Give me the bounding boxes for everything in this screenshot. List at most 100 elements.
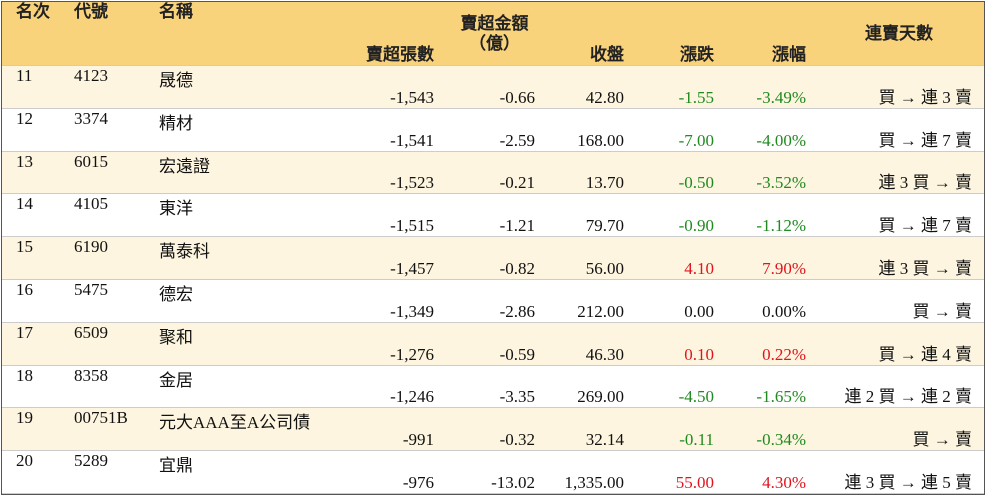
cell-text: 5289	[74, 451, 108, 471]
header-text: 賣超金額	[460, 13, 529, 33]
cell-text: 16	[16, 280, 33, 299]
cell: 連 3 買 → 連 5 賣	[814, 451, 984, 493]
cell: 168.00	[547, 109, 634, 151]
header-cell: 漲幅	[722, 2, 814, 65]
data-row: 11 4123 晟德 -1,543 -0.66 42.80 -1.55 -3.49% 買 → 連…	[2, 66, 984, 109]
cell-text: -1,246	[390, 387, 434, 407]
header-cell: 收盤	[547, 2, 634, 65]
cell-text: -0.32	[499, 430, 535, 450]
cell: 17	[2, 323, 62, 365]
cell: 18	[2, 366, 62, 408]
cell: 0.00	[634, 280, 722, 322]
cell-text: -0.82	[499, 258, 535, 278]
cell-text: -1.55	[678, 87, 714, 107]
cell-text: 萬泰科	[159, 242, 210, 262]
cell-text: -0.66	[499, 87, 535, 107]
cell: 56.00	[547, 237, 634, 279]
cell-text: 20	[16, 451, 33, 471]
cell: 4.10	[634, 237, 722, 279]
cell: -4.50	[634, 366, 722, 408]
header-text: 名稱	[159, 2, 193, 21]
cell-text: 6509	[74, 322, 108, 342]
cell-text: -0.50	[678, 173, 714, 193]
cell-text: 3374	[74, 108, 108, 128]
cell-text: 19	[16, 408, 33, 428]
cell: 1,335.00	[547, 451, 634, 493]
cell-text: 15	[16, 237, 33, 257]
cell: 東洋	[147, 194, 347, 236]
cell: 20	[2, 451, 62, 493]
cell: -13.02	[442, 451, 547, 493]
cell-text: -1,543	[390, 87, 434, 107]
cell-text: -1,457	[390, 258, 434, 278]
cell: 3374	[62, 109, 147, 151]
header-cell: 賣超張數	[347, 2, 442, 65]
cell-text: 6015	[74, 151, 108, 171]
cell-text: -0.34%	[756, 430, 806, 450]
cell: 79.70	[547, 194, 634, 236]
cell: 13	[2, 152, 62, 194]
cell: -3.49%	[722, 66, 814, 108]
cell: 0.00%	[722, 280, 814, 322]
cell-text: -2.59	[499, 130, 535, 150]
cell: 買 → 連 3 賣	[814, 66, 984, 108]
header-text: 賣超張數	[366, 45, 434, 64]
cell: 7.90%	[722, 237, 814, 279]
cell-text: 4105	[74, 194, 108, 214]
data-row: 18 8358 金居 -1,246 -3.35 269.00 -4.50 -1.65% 連 2 …	[2, 365, 984, 409]
cell: 精材	[147, 109, 347, 151]
cell: 13.70	[547, 152, 634, 194]
cell: 6015	[62, 152, 147, 194]
cell-text: -976	[402, 472, 434, 492]
cell-text: 宏遠證	[159, 156, 210, 176]
cell: -0.59	[442, 323, 547, 365]
cell-text: 買 → 連 7 賣	[878, 216, 973, 236]
header-text: 名次	[16, 2, 50, 21]
cell-text: 1,335.00	[564, 472, 625, 492]
cell-text: 買 → 連 4 賣	[878, 344, 973, 364]
cell-text: -2.86	[499, 301, 535, 321]
cell-text: -3.35	[499, 387, 535, 407]
cell-text: -1,523	[390, 173, 434, 193]
cell: -1,457	[347, 237, 442, 279]
cell: 金居	[147, 366, 347, 408]
cell: 6509	[62, 323, 147, 365]
cell: -0.66	[442, 66, 547, 108]
cell: -0.32	[442, 408, 547, 450]
cell: 8358	[62, 366, 147, 408]
header-cell: 代號	[62, 2, 147, 65]
cell: 00751B	[62, 408, 147, 450]
cell-text: 0.00%	[762, 301, 806, 321]
cell: 買 → 賣	[814, 280, 984, 322]
header-cell: 名稱	[147, 2, 347, 65]
cell: 5475	[62, 280, 147, 322]
cell: 晟德	[147, 66, 347, 108]
cell-text: 連 3 買 → 連 5 賣	[844, 472, 973, 492]
cell-text: -7.00	[678, 130, 714, 150]
cell: -2.86	[442, 280, 547, 322]
cell: 連 3 買 → 賣	[814, 237, 984, 279]
cell: -1,246	[347, 366, 442, 408]
cell: 宜鼎	[147, 451, 347, 493]
cell-text: -0.59	[499, 344, 535, 364]
cell-text: 212.00	[577, 301, 624, 321]
header-text: 漲跌	[680, 45, 714, 64]
cell: -0.82	[442, 237, 547, 279]
cell: 0.22%	[722, 323, 814, 365]
cell: 6190	[62, 237, 147, 279]
cell: 買 → 連 7 賣	[814, 109, 984, 151]
cell-text: 13.70	[585, 173, 624, 193]
cell: -1,515	[347, 194, 442, 236]
cell: 4105	[62, 194, 147, 236]
cell-text: 金居	[159, 370, 193, 390]
cell-text: -3.52%	[756, 173, 806, 193]
cell: -1.21	[442, 194, 547, 236]
cell: 19	[2, 408, 62, 450]
cell-text: 55.00	[675, 472, 714, 492]
cell-text: -1.65%	[756, 387, 806, 407]
cell-text: 56.00	[585, 258, 624, 278]
header-text: （億）	[469, 33, 520, 53]
cell: -991	[347, 408, 442, 450]
cell-text: 17	[16, 322, 33, 342]
